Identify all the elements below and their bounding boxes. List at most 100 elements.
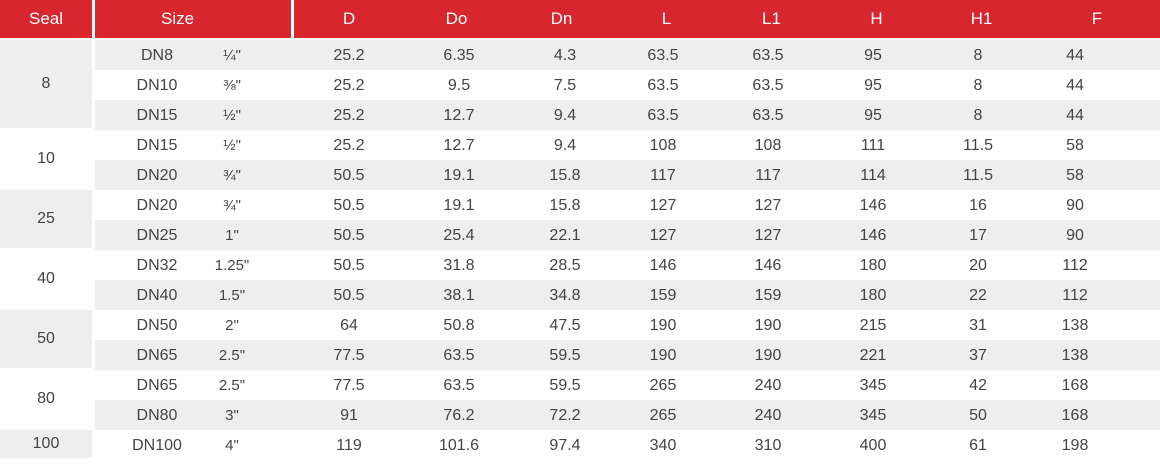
cell-dn: 9.4 [553, 137, 577, 154]
cell-l: 127 [649, 227, 677, 244]
cell-dn: DN15 [136, 107, 178, 124]
cell-do: 25.4 [443, 227, 475, 244]
cell-l1: 240 [754, 407, 782, 424]
table-row: DN20 ¾" 50.5 19.1 15.8 117 117 114 11.5 58 [95, 160, 1160, 190]
cell-d: 25.2 [333, 107, 365, 124]
cell-l: 265 [649, 377, 677, 394]
cell-d: 50.5 [333, 227, 365, 244]
table-row: DN15 ½" 25.2 12.7 9.4 63.5 63.5 95 8 44 [95, 100, 1160, 130]
cell-l: 146 [649, 257, 677, 274]
header-d: D [294, 0, 404, 38]
cell-h1: 22 [969, 287, 987, 304]
cell-inch: 1.5" [218, 287, 246, 304]
cell-l1: 190 [754, 317, 782, 334]
cell-do: 63.5 [443, 347, 475, 364]
cell-f: 44 [1066, 77, 1084, 94]
cell-dn: DN10 [136, 77, 178, 94]
cell-dn: DN8 [140, 47, 173, 64]
cell-dn: DN20 [136, 197, 178, 214]
header-h1: H1 [929, 0, 1034, 38]
cell-h1: 8 [973, 77, 983, 94]
cell-l: 117 [650, 167, 676, 184]
cell-l1: 240 [754, 377, 782, 394]
cell-f: 90 [1066, 197, 1084, 214]
cell-dn: 15.8 [549, 197, 581, 214]
cell-h1: 20 [969, 257, 987, 274]
cell-h: 95 [864, 107, 882, 124]
table-row: DN10 ⅜" 25.2 9.5 7.5 63.5 63.5 95 8 44 [95, 70, 1160, 100]
cell-f: 44 [1066, 47, 1084, 64]
cell-l: 340 [649, 437, 677, 454]
seal-cell: 80 [0, 370, 92, 428]
cell-h1: 8 [973, 47, 983, 64]
cell-d: 77.5 [333, 377, 365, 394]
cell-do: 12.7 [443, 137, 475, 154]
cell-h1: 37 [969, 347, 987, 364]
cell-dn: 34.8 [549, 287, 581, 304]
cell-l1: 127 [754, 197, 782, 214]
seal-cell: 8 [0, 40, 92, 128]
cell-h: 114 [860, 167, 886, 184]
cell-d: 77.5 [333, 347, 365, 364]
cell-l: 190 [649, 317, 677, 334]
cell-f: 58 [1066, 137, 1084, 154]
header-l1: L1 [719, 0, 824, 38]
table-header: Seal Size D Do Dn L L1 H H1 F [0, 0, 1160, 38]
header-dn: Dn [509, 0, 614, 38]
cell-l1: 108 [754, 137, 782, 154]
cell-h: 95 [864, 47, 882, 64]
cell-dn: 7.5 [553, 77, 577, 94]
cell-l1: 146 [754, 257, 782, 274]
seal-cell: 100 [0, 430, 92, 458]
cell-h1: 11.5 [963, 167, 993, 184]
cell-h1: 50 [969, 407, 987, 424]
table-row: DN65 2.5" 77.5 63.5 59.5 265 240 345 42 168 [95, 370, 1160, 400]
cell-h1: 31 [969, 317, 987, 334]
cell-h: 215 [859, 317, 887, 334]
cell-inch: 3" [225, 407, 239, 424]
cell-h1: 8 [973, 107, 983, 124]
cell-h: 180 [859, 287, 887, 304]
cell-inch: ⅜" [223, 77, 241, 94]
cell-l: 159 [649, 287, 677, 304]
seal-cell: 25 [0, 190, 92, 248]
cell-h: 111 [860, 137, 886, 154]
cell-do: 19.1 [443, 197, 475, 214]
cell-f: 168 [1061, 377, 1089, 394]
cell-l1: 63.5 [752, 77, 784, 94]
header-size: Size [95, 0, 291, 38]
cell-do: 101.6 [438, 437, 480, 454]
cell-d: 50.5 [333, 167, 365, 184]
cell-h: 400 [859, 437, 887, 454]
cell-inch: ¾" [223, 197, 241, 214]
cell-do: 63.5 [443, 377, 475, 394]
cell-h1: 61 [969, 437, 987, 454]
cell-dn: 15.8 [549, 167, 581, 184]
cell-l1: 127 [754, 227, 782, 244]
cell-do: 76.2 [443, 407, 475, 424]
header-seal: Seal [0, 0, 92, 38]
cell-h: 180 [859, 257, 887, 274]
cell-d: 50.5 [333, 287, 365, 304]
cell-l1: 63.5 [752, 47, 784, 64]
cell-l: 127 [649, 197, 677, 214]
cell-do: 9.5 [447, 77, 471, 94]
cell-dn: 28.5 [549, 257, 581, 274]
cell-d: 119 [336, 437, 362, 454]
cell-do: 50.8 [443, 317, 475, 334]
cell-h1: 11.5 [963, 137, 993, 154]
cell-dn: DN65 [136, 347, 178, 364]
table-row: DN65 2.5" 77.5 63.5 59.5 190 190 221 37 138 [95, 340, 1160, 370]
cell-dn: DN20 [136, 167, 178, 184]
cell-f: 44 [1066, 107, 1084, 124]
cell-l1: 159 [754, 287, 782, 304]
cell-h1: 42 [969, 377, 987, 394]
cell-d: 64 [340, 317, 358, 334]
table-row: DN50 2" 64 50.8 47.5 190 190 215 31 138 [95, 310, 1160, 340]
cell-f: 138 [1061, 347, 1089, 364]
table-row: DN20 ¾" 50.5 19.1 15.8 127 127 146 16 90 [95, 190, 1160, 220]
cell-inch: ½" [223, 137, 241, 154]
cell-l: 108 [649, 137, 677, 154]
table-row: DN15 ½" 25.2 12.7 9.4 108 108 111 11.5 58 [95, 130, 1160, 160]
